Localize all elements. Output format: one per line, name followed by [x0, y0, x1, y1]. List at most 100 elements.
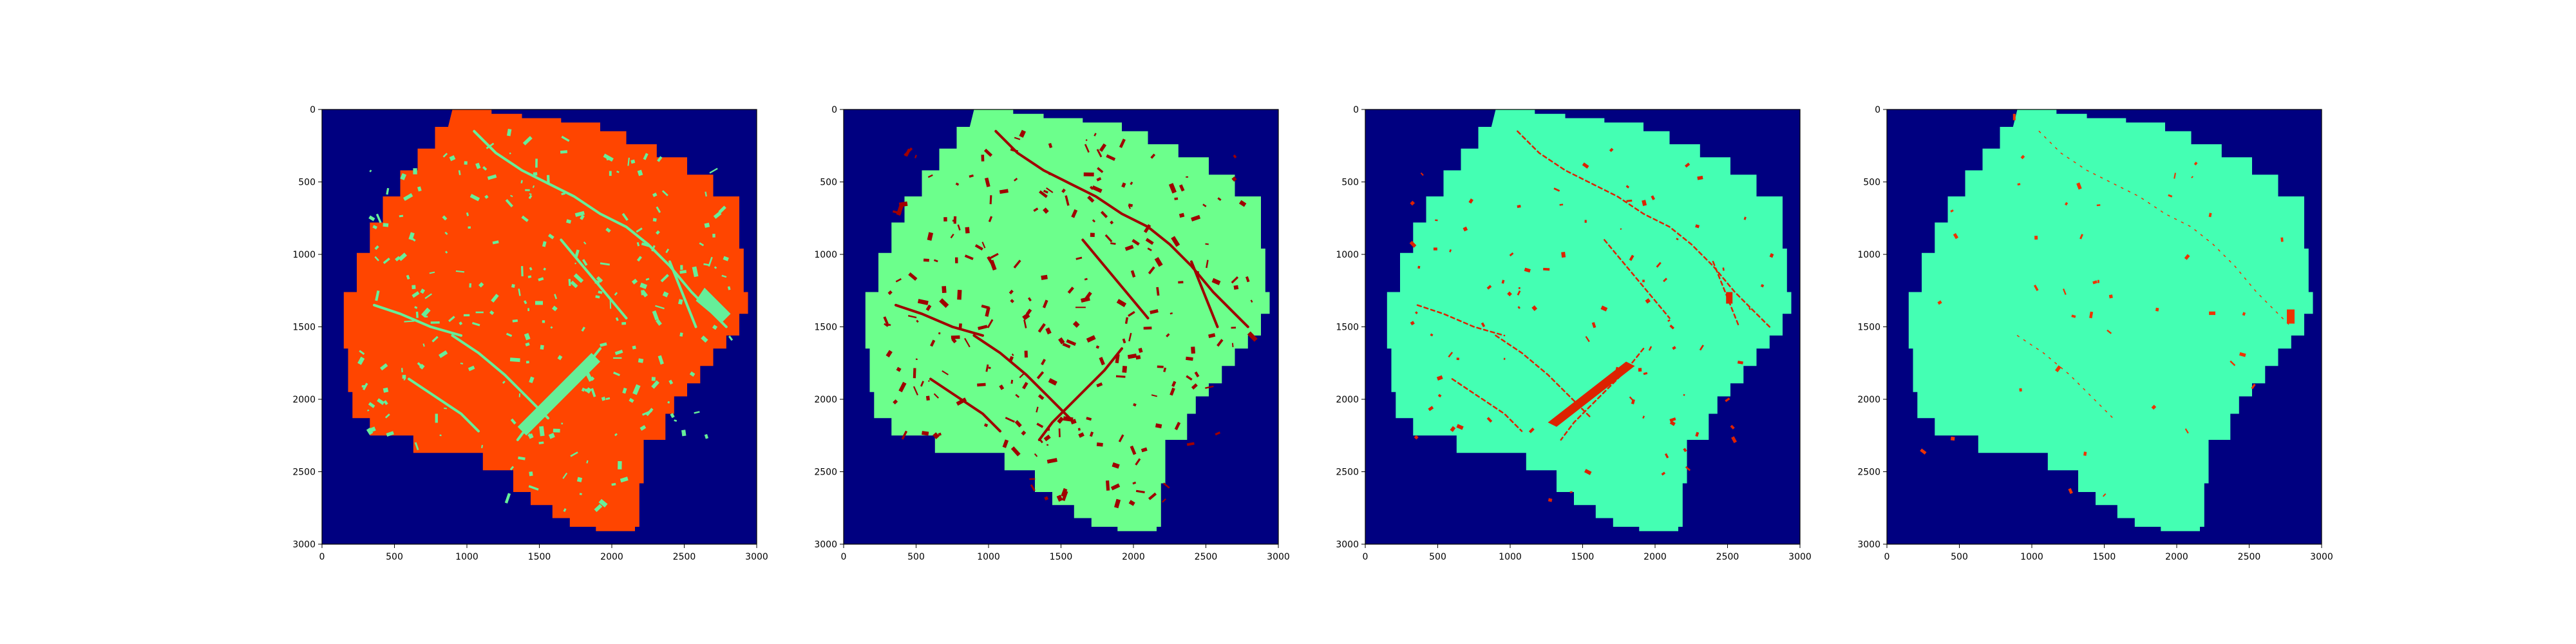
- channel-band: [517, 353, 600, 436]
- detail-patch: [896, 205, 904, 216]
- detail-patch: [538, 277, 544, 281]
- detail-patch: [943, 217, 947, 222]
- detail-patch: [377, 398, 385, 405]
- detail-patch: [1685, 162, 1690, 168]
- detail-patch: [988, 216, 993, 222]
- x-tick-label: 1500: [1050, 552, 1073, 562]
- detail-patch: [395, 256, 401, 261]
- x-tick-label: 3000: [745, 552, 768, 562]
- detail-patch: [1920, 448, 1927, 455]
- detail-cluster: [2287, 309, 2295, 324]
- detail-patch: [639, 425, 647, 431]
- detail-patch: [424, 293, 432, 299]
- river-feature: [895, 303, 984, 337]
- detail-patch: [562, 472, 568, 479]
- detail-patch: [460, 363, 464, 365]
- detail-patch: [1048, 378, 1057, 386]
- map-detail-features: [1409, 130, 1774, 502]
- detail-patch: [482, 166, 488, 171]
- detail-patch: [582, 259, 588, 266]
- x-tick-label: 3000: [1267, 552, 1290, 562]
- detail-patch: [895, 278, 902, 283]
- detail-patch: [627, 157, 630, 166]
- chart-panel-4: 0 500 1000 1500 2000 2500 3000 0 500 1000 1500 2000…: [1857, 105, 2333, 562]
- detail-patch: [448, 316, 455, 323]
- detail-patch: [507, 128, 512, 137]
- detail-patch: [420, 289, 426, 294]
- y-tick-label: 2500: [1857, 468, 1880, 478]
- detail-patch: [887, 290, 893, 296]
- detail-patch: [2208, 213, 2212, 218]
- detail-patch: [656, 230, 660, 235]
- detail-patch: [570, 280, 578, 289]
- detail-patch: [520, 180, 523, 184]
- detail-patch: [1518, 287, 1520, 289]
- detail-patch: [1061, 488, 1068, 497]
- detail-patch: [1056, 495, 1063, 502]
- detail-patch: [1769, 253, 1774, 258]
- y-tick-label: 1500: [1857, 323, 1880, 333]
- detail-patch: [1022, 312, 1030, 321]
- detail-patch: [422, 343, 425, 347]
- detail-patch: [1010, 446, 1021, 457]
- detail-patch: [594, 279, 600, 285]
- detail-patch: [1078, 432, 1084, 438]
- detail-patch: [916, 319, 919, 323]
- y-tick-label: 0: [310, 105, 316, 115]
- detail-patch: [1114, 498, 1121, 509]
- detail-patch: [568, 279, 571, 287]
- detail-patch: [1112, 462, 1120, 469]
- detail-patch: [614, 433, 618, 437]
- detail-patch: [728, 335, 734, 341]
- detail-patch: [1066, 339, 1077, 346]
- detail-patch: [933, 259, 938, 263]
- detail-patch: [964, 254, 974, 260]
- y-tick-label: 500: [1341, 178, 1359, 188]
- detail-patch: [2151, 404, 2157, 410]
- detail-patch: [1645, 298, 1651, 304]
- detail-patch: [475, 311, 484, 314]
- detail-patch: [1629, 254, 1634, 261]
- x-tick-label: 0: [841, 552, 847, 562]
- detail-patch: [1130, 270, 1136, 278]
- detail-patch: [383, 387, 389, 393]
- detail-patch: [989, 252, 999, 260]
- detail-patch: [1118, 434, 1124, 442]
- detail-patch: [923, 258, 929, 262]
- detail-patch: [386, 187, 390, 195]
- detail-patch: [502, 381, 506, 384]
- detail-patch: [938, 432, 942, 436]
- detail-patch: [543, 267, 546, 271]
- detail-patch: [645, 278, 650, 281]
- detail-patch: [415, 311, 419, 318]
- detail-patch: [1638, 368, 1642, 372]
- detail-patch: [1055, 417, 1059, 420]
- detail-patch: [1737, 360, 1743, 365]
- detail-patch: [1041, 359, 1046, 366]
- detail-patch: [1663, 278, 1668, 283]
- detail-patch: [658, 355, 664, 365]
- x-tick-label: 0: [1884, 552, 1890, 562]
- detail-patch: [1205, 243, 1209, 245]
- detail-patch: [964, 337, 971, 348]
- detail-patch: [1410, 200, 1416, 206]
- detail-patch: [978, 325, 988, 330]
- detail-patch: [1128, 332, 1132, 342]
- detail-patch: [727, 286, 731, 290]
- detail-patch: [927, 380, 930, 383]
- detail-patch: [1127, 354, 1137, 359]
- detail-patch: [1090, 232, 1095, 238]
- detail-patch: [1019, 372, 1026, 379]
- detail-patch: [1046, 444, 1049, 446]
- detail-patch: [1503, 357, 1506, 360]
- detail-patch: [554, 294, 558, 299]
- detail-patch: [1155, 423, 1162, 429]
- detail-patch: [1156, 287, 1160, 296]
- detail-patch: [1217, 197, 1222, 202]
- detail-patch: [1047, 428, 1050, 431]
- detail-patch: [1591, 322, 1596, 328]
- detail-patch: [670, 413, 675, 419]
- detail-patch: [614, 349, 623, 355]
- detail-patch: [679, 270, 687, 274]
- detail-patch: [1748, 307, 1751, 310]
